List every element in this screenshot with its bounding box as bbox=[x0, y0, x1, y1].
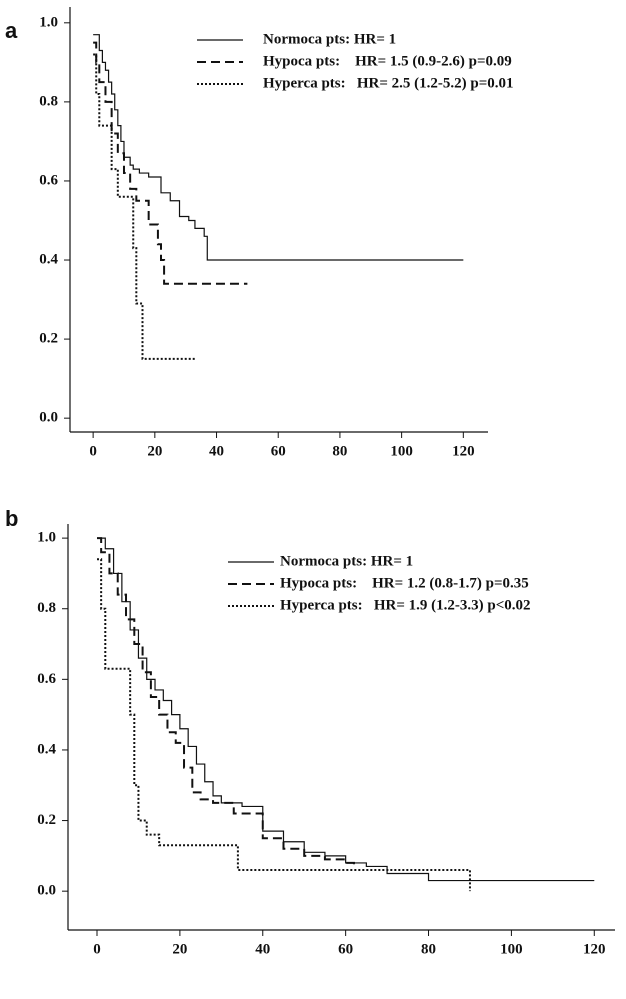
survival-curve bbox=[93, 34, 464, 261]
x-tick-label: 0 bbox=[89, 443, 97, 459]
x-tick-label: 60 bbox=[338, 941, 353, 957]
x-tick-label: 80 bbox=[332, 443, 347, 459]
x-tick-label: 80 bbox=[421, 941, 436, 957]
y-tick-label: 0.0 bbox=[37, 883, 56, 899]
x-tick-label: 120 bbox=[583, 941, 606, 957]
survival-curve bbox=[97, 537, 595, 882]
survival-curve bbox=[93, 53, 195, 360]
y-tick-label: 0.0 bbox=[39, 410, 58, 426]
survival-curve bbox=[97, 537, 355, 867]
x-tick-label: 40 bbox=[255, 941, 270, 957]
y-tick-label: 0.6 bbox=[39, 172, 58, 188]
y-tick-label: 0.8 bbox=[37, 600, 56, 616]
panel-label: a bbox=[5, 18, 18, 43]
legend-label: Hypoca pts: HR= 1.2 (0.8-1.7) p=0.35 bbox=[280, 575, 529, 591]
x-tick-label: 100 bbox=[390, 443, 413, 459]
legend-label: Normoca pts: HR= 1 bbox=[263, 31, 396, 47]
y-tick-label: 0.2 bbox=[39, 331, 58, 347]
legend-label: Hyperca pts: HR= 1.9 (1.2-3.3) p<0.02 bbox=[280, 597, 531, 613]
y-tick-label: 1.0 bbox=[39, 14, 58, 30]
x-tick-label: 20 bbox=[172, 941, 187, 957]
y-tick-label: 1.0 bbox=[37, 530, 56, 546]
survival-curve bbox=[97, 558, 471, 892]
y-tick-label: 0.8 bbox=[39, 93, 58, 109]
legend-label: Hyperca pts: HR= 2.5 (1.2-5.2) p=0.01 bbox=[263, 75, 514, 91]
x-tick-label: 100 bbox=[500, 941, 523, 957]
y-tick-label: 0.4 bbox=[39, 251, 58, 267]
survival-curve bbox=[93, 41, 248, 285]
x-tick-label: 20 bbox=[147, 443, 162, 459]
x-tick-label: 40 bbox=[209, 443, 224, 459]
y-tick-label: 0.2 bbox=[37, 812, 56, 828]
legend-label: Normoca pts: HR= 1 bbox=[280, 553, 413, 569]
y-tick-label: 0.4 bbox=[37, 741, 56, 757]
x-tick-label: 60 bbox=[271, 443, 286, 459]
y-tick-label: 0.6 bbox=[37, 671, 56, 687]
panel-label: b bbox=[5, 506, 18, 531]
x-tick-label: 0 bbox=[93, 941, 101, 957]
x-tick-label: 120 bbox=[452, 443, 475, 459]
legend-label: Hypoca pts: HR= 1.5 (0.9-2.6) p=0.09 bbox=[263, 53, 512, 69]
